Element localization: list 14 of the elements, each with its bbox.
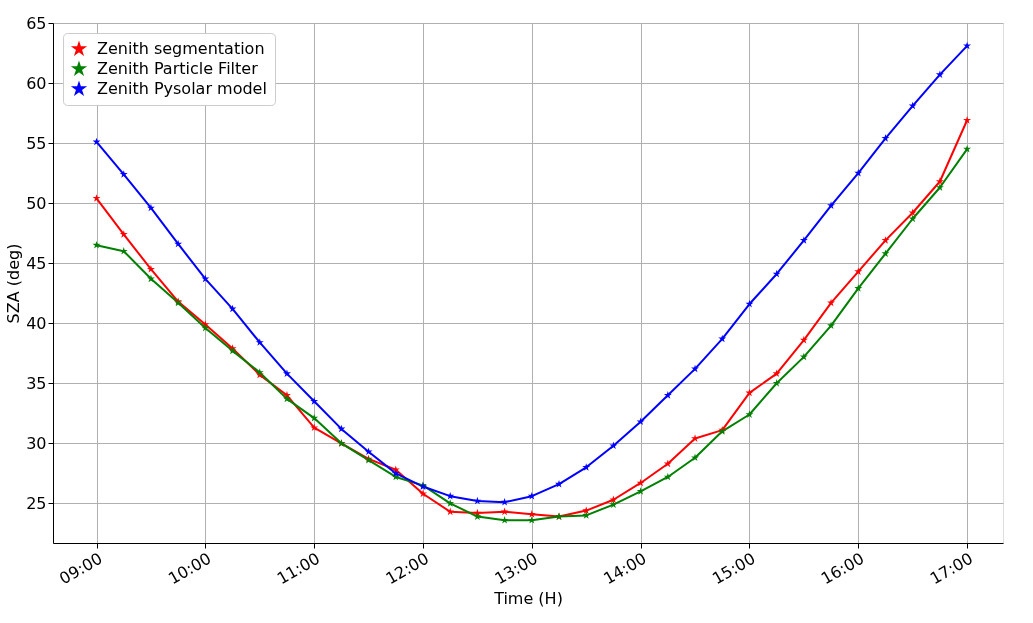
y-tick-label: 25	[26, 493, 47, 513]
y-tick-label: 50	[26, 193, 47, 213]
y-axis-title: SZA (deg)	[4, 243, 24, 324]
y-tick-label: 60	[26, 73, 47, 93]
y-tick-label: 35	[26, 373, 47, 393]
y-tick-label: 40	[26, 313, 47, 333]
y-tick-label: 45	[26, 253, 47, 273]
y-tick-label: 55	[26, 133, 47, 153]
legend-label: Zenith Pysolar model	[97, 79, 267, 98]
legend-label: Zenith Particle Filter	[97, 59, 259, 78]
y-tick-label: 30	[26, 433, 47, 453]
legend-label: Zenith segmentation	[97, 39, 265, 58]
x-axis-title: Time (H)	[493, 589, 563, 609]
y-tick-label: 65	[26, 13, 47, 33]
